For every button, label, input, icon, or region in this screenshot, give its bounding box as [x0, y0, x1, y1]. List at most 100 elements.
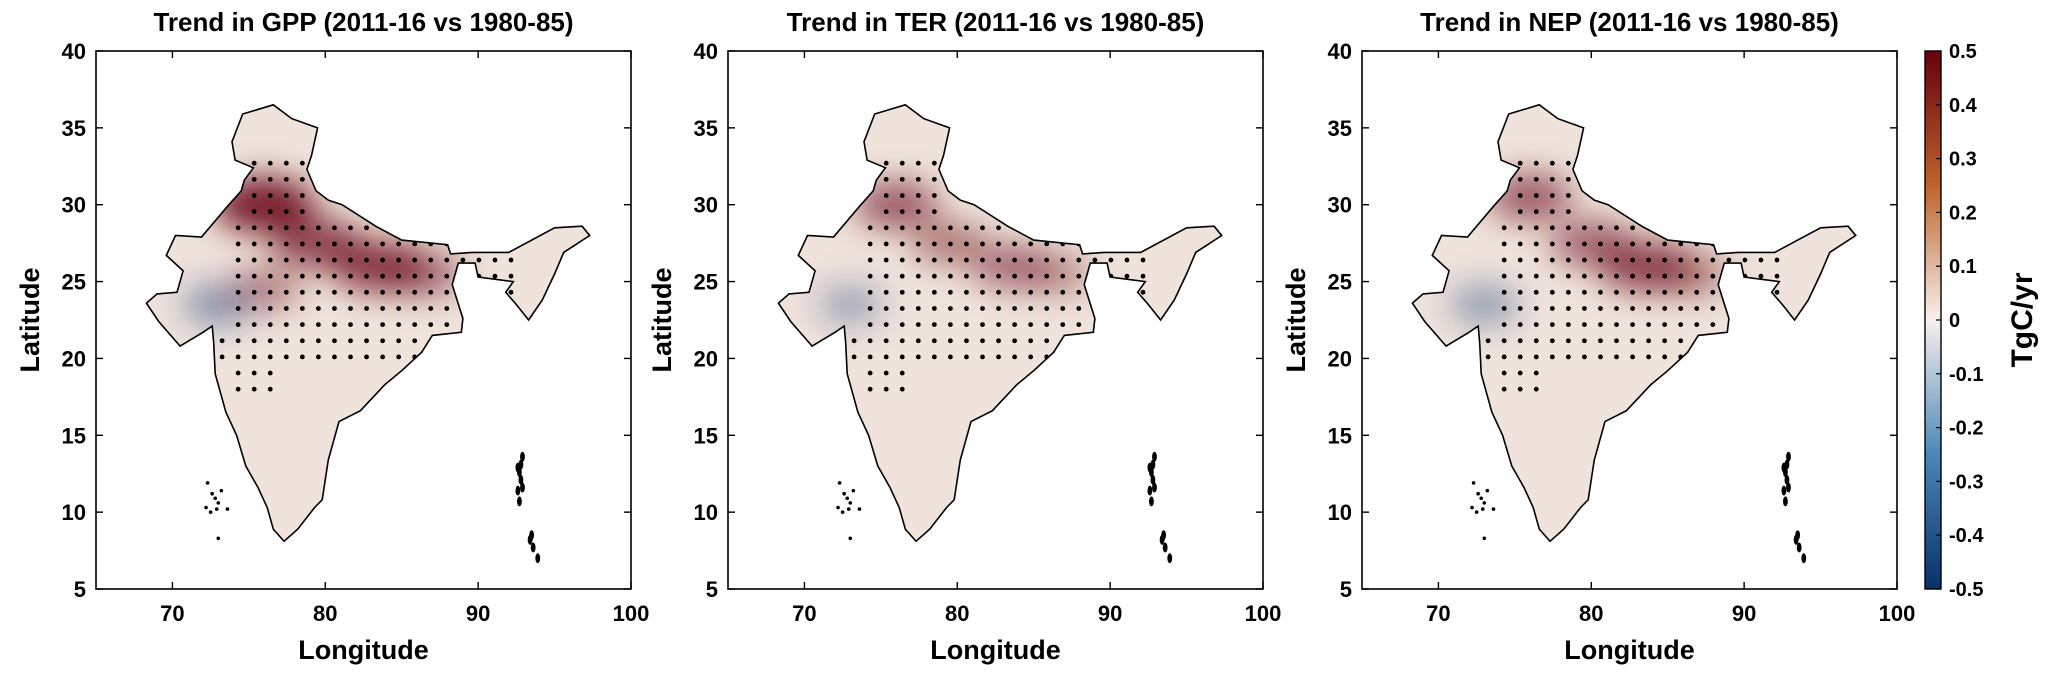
lakshadweep-island	[1470, 505, 1474, 510]
y-tick-label: 15	[62, 423, 86, 448]
significance-dot	[380, 354, 386, 360]
significance-dot	[1630, 273, 1635, 279]
significance-dot	[316, 257, 321, 263]
significance-dot	[364, 241, 369, 247]
significance-dot	[1614, 322, 1619, 328]
significance-dot	[492, 257, 498, 263]
significance-dot	[1710, 306, 1716, 311]
significance-dot	[235, 322, 241, 328]
significance-dot	[1501, 354, 1507, 360]
significance-dot	[1533, 176, 1539, 182]
significance-dot	[1774, 257, 1780, 263]
significance-dot	[883, 386, 889, 392]
significance-dot	[1533, 338, 1539, 344]
significance-dot	[412, 257, 418, 263]
significance-dot	[915, 160, 921, 166]
lakshadweep-island	[216, 536, 221, 541]
significance-dot	[299, 241, 305, 247]
significance-dot	[428, 322, 434, 328]
significance-dot	[931, 338, 937, 344]
andaman-island	[1147, 462, 1153, 473]
significance-dot	[380, 257, 386, 263]
significance-dot	[267, 338, 273, 344]
significance-dot	[235, 306, 241, 311]
andaman-island	[1161, 530, 1167, 541]
significance-dot	[883, 225, 889, 231]
significance-dot	[251, 338, 257, 344]
significance-dot	[948, 273, 953, 279]
significance-dot	[332, 306, 337, 311]
y-tick-label: 10	[694, 500, 718, 525]
significance-dot	[1630, 257, 1635, 263]
significance-dot	[1533, 160, 1539, 166]
significance-dot	[299, 322, 305, 328]
significance-dot	[1565, 354, 1571, 360]
lakshadweep-island	[1485, 488, 1490, 493]
lakshadweep-island	[1474, 510, 1479, 514]
significance-dot	[380, 322, 386, 328]
significance-dot	[251, 306, 257, 311]
significance-dot	[948, 257, 953, 263]
significance-dot	[1774, 273, 1780, 279]
significance-dot	[883, 338, 889, 344]
significance-dot	[915, 338, 921, 344]
lakshadweep-island	[210, 491, 214, 496]
andaman-island	[1781, 485, 1787, 496]
lakshadweep-island	[836, 505, 840, 510]
significance-dot	[251, 257, 257, 263]
significance-dot	[1140, 257, 1146, 263]
significance-dot	[428, 306, 434, 311]
significance-dot	[948, 322, 953, 328]
significance-dot	[1044, 289, 1050, 295]
significance-dot	[1060, 273, 1066, 279]
significance-dot	[883, 176, 889, 182]
significance-dot	[267, 306, 273, 311]
significance-dot	[1614, 225, 1619, 231]
y-axis-label: Latitude	[15, 268, 45, 373]
significance-dot	[380, 289, 386, 295]
significance-dot	[980, 322, 985, 328]
significance-dot	[299, 176, 305, 182]
significance-dots	[851, 160, 1146, 392]
significance-dot	[964, 322, 969, 328]
significance-dot	[1028, 338, 1034, 344]
map-panel-2: 70 80 90 100 5 10 15 20 25 30 35 40 Trend in TER (20…	[647, 7, 1281, 665]
significance-dot	[1501, 257, 1507, 263]
significance-dot	[1598, 338, 1603, 344]
lakshadweep-island	[219, 488, 224, 493]
lakshadweep-island	[840, 510, 845, 514]
significance-dot	[1076, 257, 1082, 263]
panel-title: Trend in NEP (2011-16 vs 1980-85)	[1420, 7, 1839, 37]
significance-dot	[1662, 306, 1668, 311]
significance-dot	[1012, 322, 1018, 328]
significance-dot	[996, 322, 1001, 328]
y-tick-label: 20	[1328, 346, 1352, 371]
significance-dot	[1710, 257, 1716, 263]
colorbar-tick-label: 0.1	[1949, 256, 1977, 278]
significance-dot	[1582, 354, 1587, 360]
andaman-island	[1167, 553, 1173, 564]
significance-dot	[1533, 322, 1539, 328]
significance-dot	[883, 241, 889, 247]
x-tick-label: 70	[1426, 601, 1450, 626]
andaman-island	[515, 462, 521, 473]
significance-dot	[1565, 322, 1571, 328]
significance-dot	[396, 338, 402, 344]
trend-hotspot-4	[1653, 252, 1728, 296]
significance-dot	[251, 241, 257, 247]
significance-dot	[931, 160, 937, 166]
significance-dot	[460, 257, 466, 263]
significance-dot	[931, 354, 937, 360]
significance-dot	[867, 354, 873, 360]
significance-dot	[348, 273, 353, 279]
colorbar-tick-label: 0.3	[1949, 149, 1977, 171]
significance-dot	[492, 273, 498, 279]
significance-dot	[1012, 354, 1018, 360]
significance-dot	[267, 322, 273, 328]
significance-dot	[948, 289, 953, 295]
x-tick-label: 70	[792, 601, 816, 626]
andaman-island	[535, 553, 541, 564]
axes-frame	[727, 50, 1264, 590]
country-outline	[145, 103, 591, 543]
trend-hotspot-4	[1021, 253, 1092, 295]
